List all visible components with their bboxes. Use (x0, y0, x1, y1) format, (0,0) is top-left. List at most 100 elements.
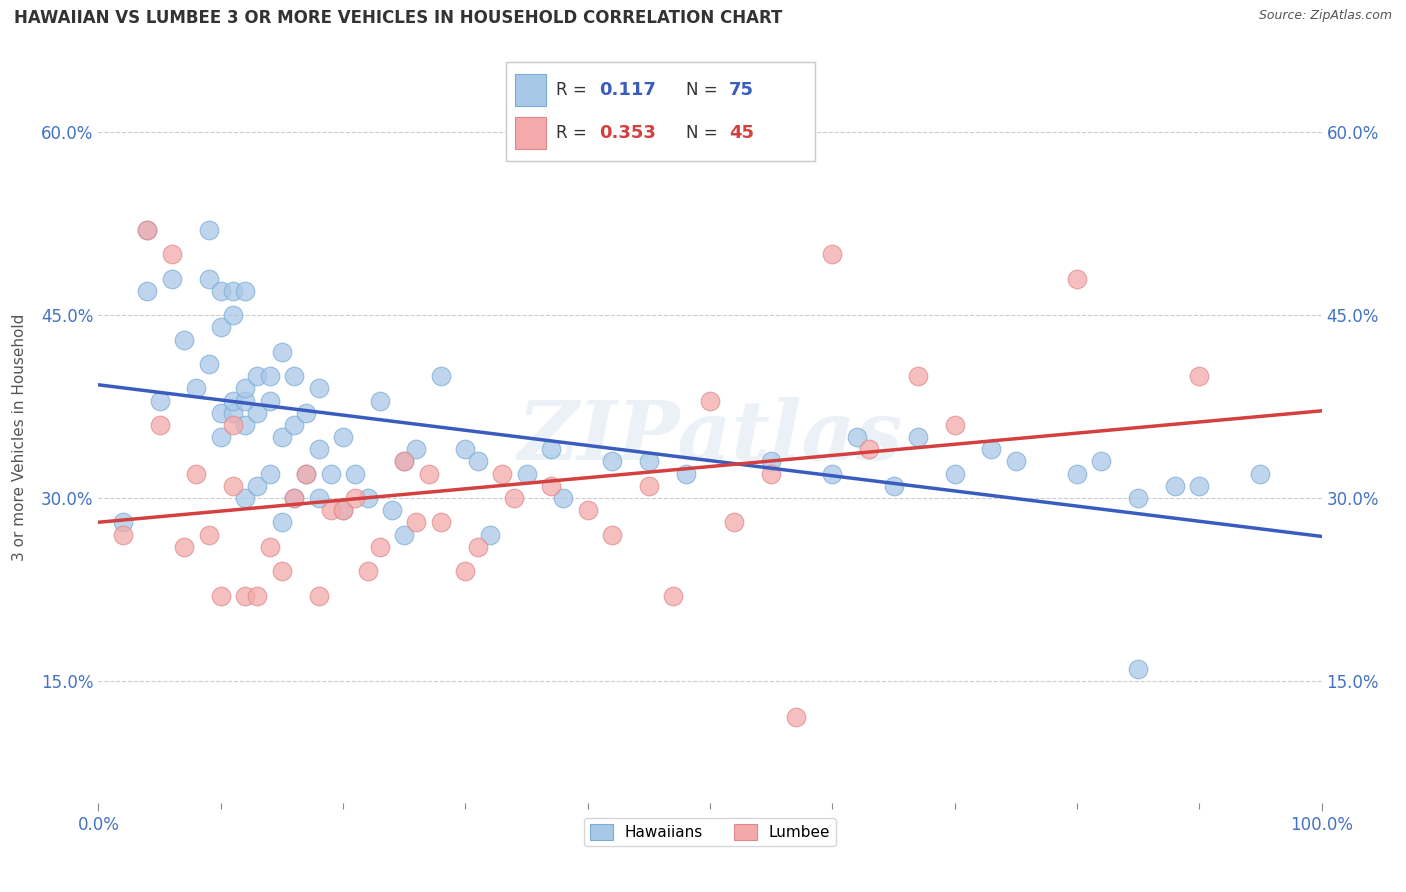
Point (1066, 467, 1088, 481)
Point (308, 491, 330, 505)
Point (368, 540, 391, 554)
Point (430, 516, 453, 530)
Point (1188, 479, 1211, 493)
Point (332, 503, 354, 517)
Point (136, 223, 159, 237)
Point (233, 589, 256, 603)
Legend: Hawaiians, Lumbee: Hawaiians, Lumbee (583, 818, 837, 847)
Bar (516, 74, 547, 105)
Point (356, 491, 378, 505)
Point (368, 393, 391, 408)
Point (246, 589, 269, 603)
Point (699, 393, 721, 408)
Point (222, 284, 245, 298)
Point (283, 491, 305, 505)
Point (454, 442, 477, 457)
Point (761, 454, 783, 468)
Point (478, 527, 501, 541)
Point (222, 417, 245, 432)
Point (392, 527, 416, 541)
Point (344, 491, 367, 505)
Point (233, 393, 256, 408)
Text: 0.353: 0.353 (599, 124, 655, 142)
Point (821, 467, 844, 481)
Point (907, 430, 929, 444)
Point (186, 381, 208, 395)
Point (821, 247, 844, 261)
Text: ZIPatlas: ZIPatlas (517, 397, 903, 477)
Point (467, 540, 489, 554)
Point (943, 417, 966, 432)
Point (270, 430, 294, 444)
Point (233, 381, 256, 395)
Point (295, 467, 318, 481)
Point (1066, 271, 1088, 285)
Point (637, 479, 661, 493)
Point (491, 467, 513, 481)
Point (332, 503, 354, 517)
Point (246, 406, 269, 420)
Point (136, 284, 159, 298)
Point (209, 589, 232, 603)
Point (418, 467, 440, 481)
Point (233, 284, 256, 298)
Point (111, 527, 134, 541)
Point (259, 467, 281, 481)
Bar (516, 118, 547, 149)
Point (209, 284, 232, 298)
Point (209, 430, 232, 444)
Point (943, 467, 966, 481)
Point (761, 467, 783, 481)
Point (233, 491, 256, 505)
Point (197, 357, 219, 371)
Text: Source: ZipAtlas.com: Source: ZipAtlas.com (1258, 9, 1392, 22)
Point (222, 406, 245, 420)
Point (883, 479, 905, 493)
Point (381, 503, 404, 517)
Point (173, 333, 195, 347)
Point (1090, 454, 1112, 468)
Point (392, 454, 416, 468)
Point (467, 454, 489, 468)
Point (111, 516, 134, 530)
Point (308, 589, 330, 603)
Point (600, 527, 623, 541)
Point (259, 393, 281, 408)
Text: R =: R = (555, 81, 592, 99)
Point (295, 467, 318, 481)
Point (332, 430, 354, 444)
Point (222, 393, 245, 408)
Point (662, 589, 685, 603)
Point (149, 417, 172, 432)
Text: HAWAIIAN VS LUMBEE 3 OR MORE VEHICLES IN HOUSEHOLD CORRELATION CHART: HAWAIIAN VS LUMBEE 3 OR MORE VEHICLES IN… (14, 9, 782, 27)
Point (197, 223, 219, 237)
Text: N =: N = (686, 81, 723, 99)
Point (356, 564, 378, 578)
Point (1164, 479, 1187, 493)
Point (675, 467, 697, 481)
Point (197, 271, 219, 285)
Text: R =: R = (555, 124, 592, 142)
Point (246, 479, 269, 493)
Point (197, 527, 219, 541)
Point (1128, 662, 1150, 676)
Text: N =: N = (686, 124, 723, 142)
Point (186, 467, 208, 481)
Point (344, 467, 367, 481)
Point (430, 369, 453, 384)
Text: 75: 75 (728, 81, 754, 99)
Point (136, 223, 159, 237)
Point (858, 442, 880, 457)
Point (637, 454, 661, 468)
Point (283, 369, 305, 384)
Point (283, 417, 305, 432)
Point (308, 442, 330, 457)
Point (246, 369, 269, 384)
Point (233, 417, 256, 432)
Point (1004, 454, 1026, 468)
Point (209, 320, 232, 334)
Point (1128, 491, 1150, 505)
Point (392, 454, 416, 468)
Point (454, 564, 477, 578)
Point (270, 344, 294, 359)
